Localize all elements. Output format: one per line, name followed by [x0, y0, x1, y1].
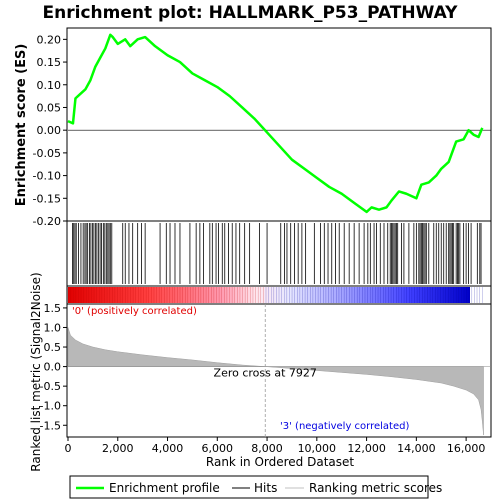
es-y-tick-label: 0.15 — [37, 56, 62, 69]
x-tick-label: 0 — [65, 442, 72, 455]
es-y-tick-label: 0.05 — [37, 101, 62, 114]
chart-title: Enrichment plot: HALLMARK_P53_PATHWAY — [43, 3, 459, 23]
es-y-tick-label: 0.10 — [37, 79, 62, 92]
metric-y-tick-label: 1.5 — [44, 302, 62, 315]
x-tick-label: 8,000 — [251, 442, 283, 455]
legend: Enrichment profile Hits Ranking metric sco… — [76, 481, 442, 495]
legend-label-metric: Ranking metric scores — [309, 481, 442, 495]
metric-panel-frame — [66, 303, 492, 438]
metric-area-group: Zero cross at 7927 '0' (positively correl… — [67, 304, 491, 437]
x-tick-label: 16,000 — [447, 442, 486, 455]
negative-correlation-label: '3' (negatively correlated) — [280, 421, 409, 432]
es-y-tick-label: -0.10 — [33, 170, 61, 183]
es-curve-line — [67, 33, 484, 214]
hits-panel-frame — [66, 220, 492, 287]
es-curve-group — [67, 33, 491, 214]
metric-area — [67, 327, 484, 436]
es-y-tick-label: -0.15 — [33, 192, 61, 205]
es-y-axis-label: Enrichment score (ES) — [14, 44, 29, 207]
es-y-ticks: 0.20 0.15 0.10 0.05 0.00 -0.05 -0.10 -0.15 -0.20 — [33, 33, 67, 228]
es-y-tick-label: -0.05 — [33, 147, 61, 160]
positive-correlation-label: '0' (positively correlated) — [72, 306, 197, 317]
legend-box — [69, 475, 429, 499]
x-axis-ticks: 0 2,000 4,000 6,000 8,000 10,000 12,000 14,000 1… — [65, 437, 486, 455]
metric-y-tick-label: -0.5 — [40, 380, 61, 393]
rank-color-bar — [68, 287, 470, 303]
x-tick-label: 10,000 — [298, 442, 337, 455]
metric-y-tick-label: 0.0 — [44, 361, 62, 374]
zero-cross-label: Zero cross at 7927 — [214, 367, 317, 380]
x-tick-label: 2,000 — [102, 442, 134, 455]
es-panel-frame — [66, 27, 492, 222]
metric-y-tick-label: 0.5 — [44, 341, 62, 354]
rank-color-bar-lines — [67, 287, 483, 303]
x-tick-label: 6,000 — [202, 442, 234, 455]
metric-y-tick-label: 1.0 — [44, 321, 62, 334]
es-y-tick-label: -0.20 — [33, 215, 61, 228]
x-axis-label: Rank in Ordered Dataset — [206, 455, 354, 469]
metric-y-ticks: 1.5 1.0 0.5 0.0 -0.5 -1.0 -1.5 — [40, 302, 67, 432]
metric-y-tick-label: -1.5 — [40, 419, 61, 432]
es-y-tick-label: 0.20 — [37, 33, 62, 46]
metric-y-axis-label: Ranked list metric (Signal2Noise) — [29, 272, 43, 471]
hits-group — [72, 223, 482, 284]
x-tick-label: 14,000 — [397, 442, 436, 455]
x-tick-label: 12,000 — [347, 442, 386, 455]
es-y-tick-label: 0.00 — [37, 124, 62, 137]
legend-label-hits: Hits — [254, 481, 277, 495]
metric-y-tick-label: -1.0 — [40, 400, 61, 413]
legend-label-enrichment: Enrichment profile — [109, 481, 220, 495]
x-tick-label: 4,000 — [152, 442, 184, 455]
